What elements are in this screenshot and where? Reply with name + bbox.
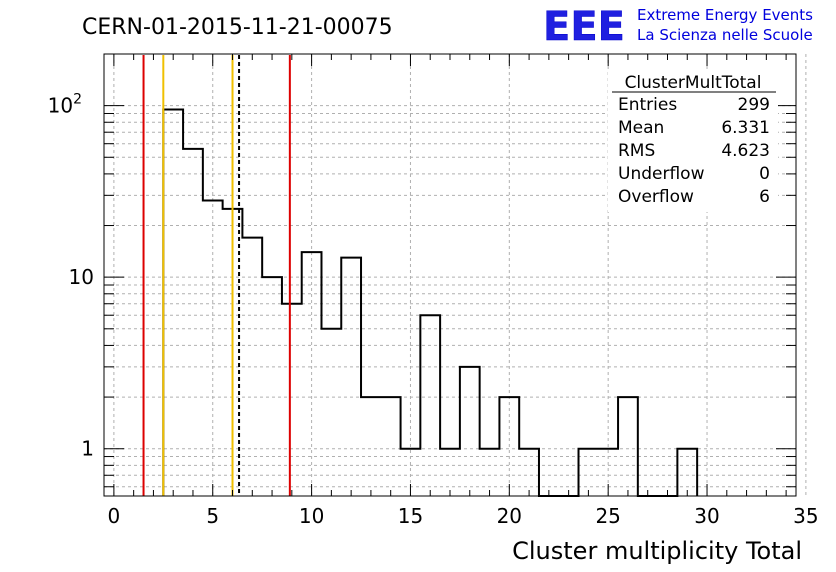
stats-row-label: Entries [618,95,677,115]
stats-row-label: Mean [618,118,664,138]
x-tick-label: 15 [398,504,423,528]
stats-row-value: 6.331 [721,118,770,138]
logo-line-2: La Scienza nelle Scuole [637,26,813,44]
marker-lines [142,55,291,496]
stats-row-label: RMS [618,141,655,161]
stats-box: ClusterMultTotal Entries 299 Mean 6.331 RMS 4… [608,70,778,212]
y-tick-label: 102 [48,92,82,118]
logo-mark: EEE [543,4,625,50]
x-tick-label: 25 [595,504,620,528]
histogram-series [162,108,699,497]
stats-box-background [608,70,778,212]
x-tick-label: 20 [497,504,522,528]
y-tick-label: 10 [69,265,94,289]
x-tick-labels: 0 5 10 15 20 25 30 35 [108,504,819,528]
stats-row-value: 6 [759,187,770,207]
axis-ticks [104,53,796,496]
stats-row-value: 0 [759,164,770,184]
y-tick-label: 1 [81,437,94,461]
logo-line-1: Extreme Energy Events [637,6,813,24]
stats-row-value: 4.623 [721,141,770,161]
stats-row-label: Underflow [618,164,705,184]
stats-name: ClusterMultTotal [625,73,762,93]
stats-row-label: Overflow [618,187,694,207]
histogram-outline [162,108,699,497]
stats-row-value: 299 [738,95,770,115]
y-tick-labels: 1 10 102 [48,92,94,461]
x-tick-label: 10 [299,504,324,528]
chart-title: CERN-01-2015-11-21-00075 [82,15,393,40]
x-axis-title: Cluster multiplicity Total [512,537,802,565]
x-tick-label: 0 [108,504,121,528]
x-tick-label: 5 [206,504,219,528]
x-tick-label: 35 [793,504,818,528]
x-tick-label: 30 [694,504,719,528]
eee-logo: EEE Extreme Energy Events La Scienza nel… [543,4,813,51]
